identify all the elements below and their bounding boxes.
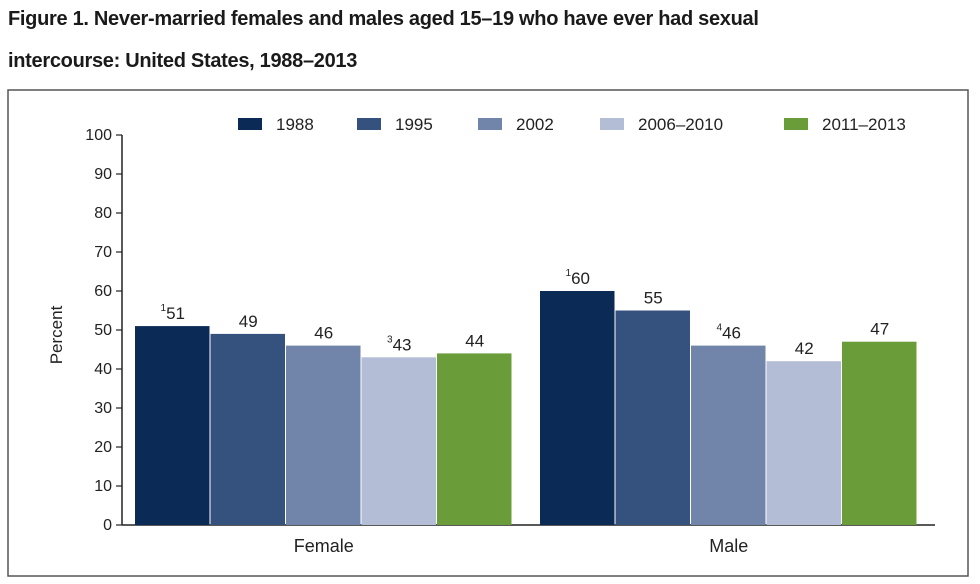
data-label: 46 (314, 324, 333, 343)
bar (210, 333, 285, 525)
y-tick-label: 90 (94, 166, 112, 183)
bar (691, 345, 766, 525)
bar (135, 326, 210, 525)
y-tick-label: 100 (85, 127, 112, 144)
chart-frame (7, 89, 969, 577)
legend-swatch (600, 118, 624, 130)
legend-label: 2011–2013 (822, 115, 906, 134)
bar (842, 341, 917, 525)
legend-label: 1995 (395, 115, 433, 134)
legend-swatch (784, 118, 808, 130)
legend-swatch (238, 118, 262, 130)
data-label: 151 (161, 303, 185, 323)
bar (286, 345, 361, 525)
legend-label: 1988 (276, 115, 314, 134)
data-label: 44 (465, 331, 484, 350)
y-tick-label: 70 (94, 244, 112, 261)
bar (540, 291, 615, 525)
data-label: 42 (795, 339, 814, 358)
y-tick-label: 20 (94, 439, 112, 456)
bar (615, 310, 690, 525)
x-category-label: Male (709, 536, 748, 556)
chart-title-line-2: intercourse: United States, 1988–2013 (8, 50, 358, 72)
y-tick-label: 50 (94, 322, 112, 339)
bar (361, 357, 436, 525)
legend-label: 2006–2010 (638, 115, 723, 134)
y-tick-label: 30 (94, 400, 112, 417)
y-tick-label: 60 (94, 283, 112, 300)
chart-title-line-1: Figure 1. Never-married females and male… (8, 8, 759, 30)
data-label: 47 (870, 320, 889, 339)
bar (766, 361, 841, 525)
data-label: 343 (387, 334, 411, 354)
x-category-label: Female (294, 536, 354, 556)
y-tick-label: 0 (103, 517, 112, 534)
y-axis-title: Percent (47, 305, 66, 364)
data-label: 446 (717, 323, 741, 343)
data-label: 55 (644, 289, 663, 308)
legend-swatch (357, 118, 381, 130)
legend-swatch (478, 118, 502, 130)
data-label: 49 (239, 312, 258, 331)
y-tick-label: 10 (94, 478, 112, 495)
y-tick-label: 80 (94, 205, 112, 222)
data-label: 160 (566, 268, 590, 288)
legend-label: 2002 (516, 115, 554, 134)
bar (437, 353, 512, 525)
y-tick-label: 40 (94, 361, 112, 378)
